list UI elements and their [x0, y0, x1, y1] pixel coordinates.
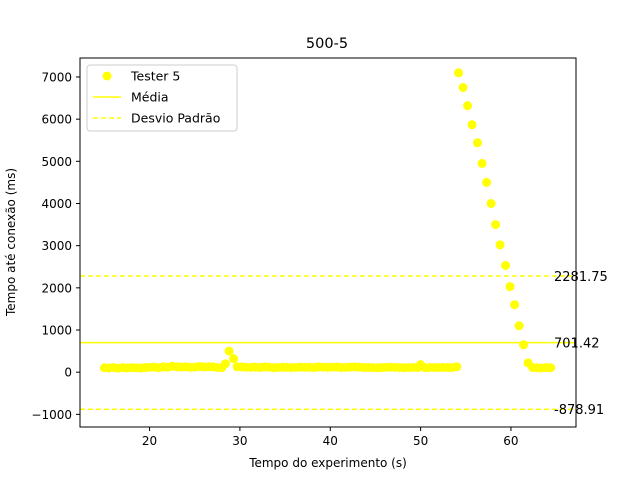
data-point [452, 362, 462, 372]
y-tick-label: 1000 [41, 324, 72, 338]
legend-label-desvio: Desvio Padrão [131, 111, 220, 126]
reference-lines [80, 275, 576, 410]
data-point [486, 198, 496, 208]
data-point [458, 83, 468, 93]
legend-box [86, 64, 238, 132]
line-value-labels: 701.42 2281.75 -878.91 [554, 270, 608, 418]
y-tick-label: 4000 [41, 197, 72, 211]
y-tick-label: 5000 [41, 155, 72, 169]
data-point [501, 260, 511, 270]
y-tick-label: −1000 [31, 408, 72, 422]
y-tick-label: 0 [64, 366, 72, 380]
data-point [505, 282, 515, 292]
legend: Tester 5 Média Desvio Padrão [86, 64, 238, 132]
data-point [546, 363, 556, 373]
data-point [454, 68, 464, 78]
y-axis-label: Tempo até conexão (ms) [4, 168, 18, 317]
y-tick-label: 6000 [41, 113, 72, 127]
y-tick-label: 2000 [41, 281, 72, 295]
data-point [224, 346, 234, 356]
plot-frame [79, 57, 577, 428]
data-point [467, 120, 477, 130]
data-point [220, 359, 230, 369]
data-point [477, 158, 487, 168]
data-point [491, 220, 501, 230]
std-value-label: 2281.75 [554, 270, 608, 285]
data-point [510, 300, 520, 310]
legend-label-tester: Tester 5 [130, 69, 180, 84]
legend-marker-tester [102, 71, 112, 81]
data-point [482, 177, 492, 187]
y-tick-label: 3000 [41, 239, 72, 253]
data-point [463, 101, 473, 111]
x-tick-label: 20 [142, 434, 157, 448]
std-value-label: -878.91 [554, 403, 604, 418]
axis-ticks: 20 30 40 50 60 −1000 0 1000 2000 3000 4000 5000 6000… [31, 70, 518, 448]
data-point [495, 240, 505, 250]
chart-title: 500-5 [306, 36, 348, 52]
data-points [99, 68, 556, 373]
y-tick-label: 7000 [41, 70, 72, 84]
x-tick-label: 50 [413, 434, 428, 448]
x-tick-label: 40 [323, 434, 338, 448]
mean-value-label: 701.42 [554, 337, 600, 352]
legend-label-media: Média [131, 90, 169, 105]
data-point [514, 321, 524, 331]
x-tick-label: 30 [232, 434, 247, 448]
x-tick-label: 60 [503, 434, 518, 448]
data-point [519, 340, 529, 350]
data-point [229, 354, 239, 364]
data-point [473, 138, 483, 148]
x-axis-label: Tempo do experimento (s) [248, 456, 407, 470]
